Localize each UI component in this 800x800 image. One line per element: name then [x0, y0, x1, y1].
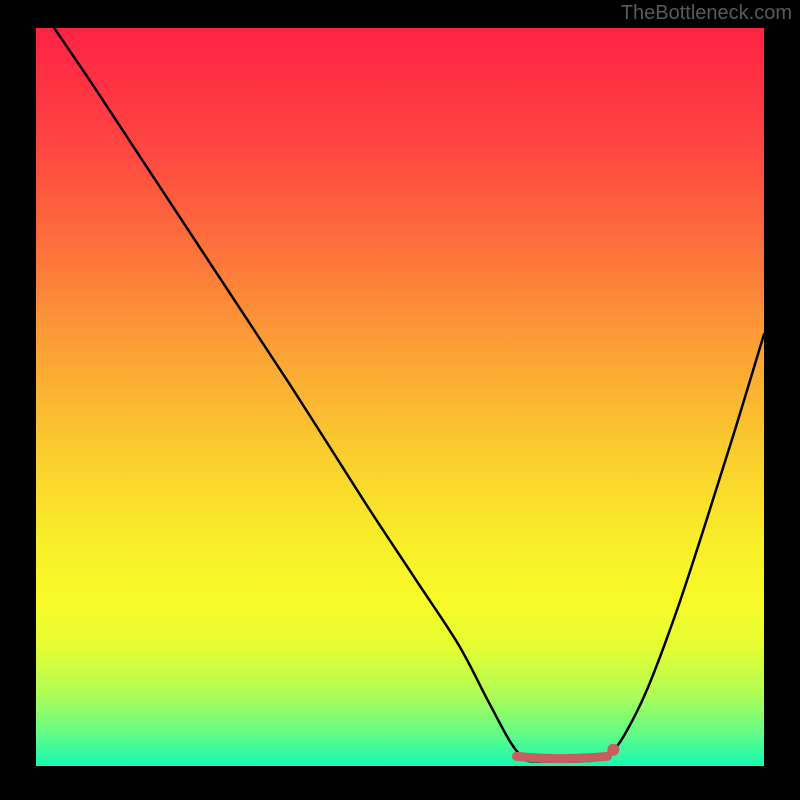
- bottleneck-floor-line: [516, 756, 607, 758]
- chart-canvas: [0, 0, 800, 800]
- bottleneck-floor-end-marker: [607, 744, 619, 756]
- watermark-text: TheBottleneck.com: [621, 2, 792, 25]
- chart-background: [36, 28, 764, 766]
